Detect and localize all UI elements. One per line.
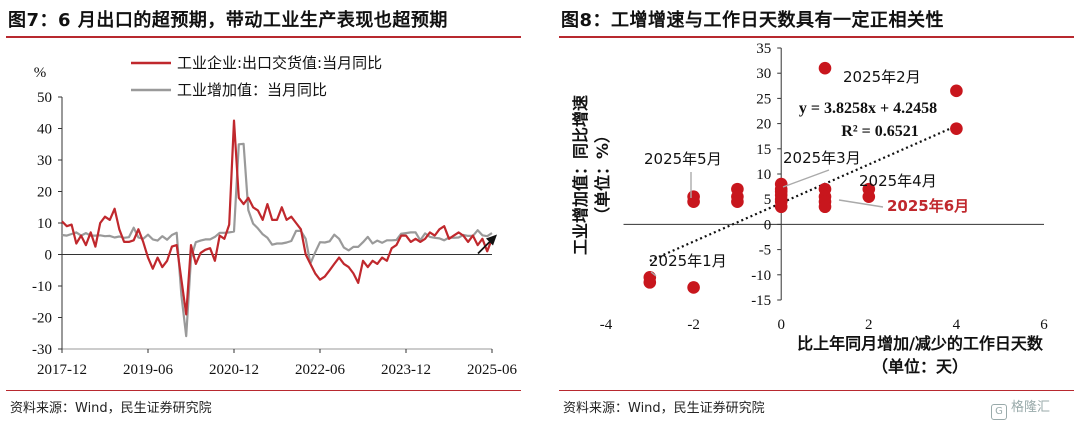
y-tick-label: -15 [751, 293, 771, 309]
right-title-rule [559, 36, 1074, 38]
y-tick-label: 25 [756, 91, 771, 107]
legend-item-export-delivery: 工业企业:出口交货值:当月同比 [131, 54, 382, 72]
x-tick-label: 0 [777, 317, 785, 333]
legend-label: 工业增加值：当月同比 [177, 81, 327, 99]
point-annotation: 2025年6月 [887, 197, 969, 215]
y-tick-label: 35 [756, 41, 771, 57]
y-axis-unit: （单位：%） [593, 127, 612, 223]
y-axis-title: 工业增加值：同比增速 [571, 95, 590, 255]
scatter-point [774, 200, 788, 214]
watermark-text: 格隆汇 [1011, 400, 1051, 415]
scatter-point [643, 276, 657, 289]
x-axis-unit: （单位：天） [872, 357, 968, 376]
y-tick-label: 0 [764, 217, 772, 233]
x-tick-label: 2020-12 [209, 362, 259, 378]
legend-label: 工业企业:出口交货值:当月同比 [177, 54, 382, 72]
point-annotation: 2025年4月 [859, 172, 937, 190]
x-tick-label: -2 [687, 317, 700, 333]
y-tick-label: 30 [37, 153, 52, 169]
y-tick-label: 5 [764, 192, 772, 208]
y-tick-label: 40 [37, 122, 52, 138]
scatter-point [950, 84, 963, 98]
x-tick-label: 2023-12 [381, 362, 431, 378]
left-title-rule [6, 36, 521, 38]
regression-equation: y = 3.8258x + 4.2458 [799, 100, 937, 117]
scatter-point [862, 190, 876, 203]
y-tick-label: -10 [751, 268, 771, 284]
y-tick-label: 0 [45, 248, 53, 264]
series-line-industrial-value-added [61, 142, 493, 338]
right-source-rule [559, 390, 1074, 391]
right-source-note: 资料来源：Wind，民生证券研究院 [563, 401, 765, 416]
x-tick-label: 2019-06 [123, 362, 173, 378]
y-tick-label: -10 [32, 279, 52, 295]
x-tick-label: -4 [600, 317, 613, 333]
y-tick-label: 20 [37, 185, 52, 201]
y-tick-label: 15 [756, 142, 771, 158]
y-tick-label: 50 [37, 90, 52, 106]
scatter-point [731, 195, 744, 209]
scatter-point [818, 61, 832, 75]
scatter-point [950, 122, 963, 135]
y-tick-label: -5 [759, 243, 772, 259]
y-tick-label: 30 [756, 66, 771, 82]
arrow-head-icon [486, 234, 497, 246]
point-annotation: 2025年5月 [644, 150, 722, 168]
right-chart-panel: 图8：工增增速与工作日天数具有一定正相关性 -15 -10 -5 0 5 10 15 20 25… [553, 0, 1080, 423]
x-axis-title: 比上年同月增加/减少的工作日天数 [797, 334, 1044, 353]
scatter-point [687, 195, 700, 209]
y-tick-label: -30 [32, 342, 52, 358]
annotation-leader [838, 199, 884, 208]
series-line-export-delivery [61, 119, 494, 316]
x-tick-label: 4 [953, 317, 961, 333]
r-squared-label: R² = 0.6521 [841, 123, 918, 140]
left-source-note: 资料来源：Wind，民生证券研究院 [10, 401, 212, 416]
annotation-leader [782, 169, 830, 188]
scatter-point [818, 200, 832, 214]
scatter-point [687, 281, 700, 294]
point-annotation: 2025年1月 [649, 252, 727, 270]
y-tick-label: 20 [756, 117, 771, 133]
y-tick-label: 10 [756, 167, 771, 183]
watermark: G 格隆汇 [991, 396, 1050, 420]
x-tick-label: 2025-06 [467, 362, 517, 378]
legend-item-industrial-value-added: 工业增加值：当月同比 [131, 81, 327, 99]
x-tick-label: 2022-06 [295, 362, 345, 378]
x-tick-label: 6 [1040, 317, 1048, 333]
left-source-rule [6, 390, 521, 391]
right-figure-title: 图8：工增增速与工作日天数具有一定正相关性 [561, 10, 945, 31]
y-tick-label: -20 [32, 311, 52, 327]
left-figure-title: 图7：6 月出口的超预期，带动工业生产表现也超预期 [8, 10, 448, 31]
left-chart-panel: 图7：6 月出口的超预期，带动工业生产表现也超预期 -30 -20 -10 0 10 20… [0, 0, 527, 423]
scatter-chart: -15 -10 -5 0 5 10 15 20 25 30 35 -4 -2 0 2 4 6比上年同月增加/减少… [571, 41, 1048, 376]
x-tick-label: 2017-12 [37, 362, 87, 378]
point-annotation: 2025年2月 [843, 68, 921, 86]
x-tick-label: 2 [865, 317, 873, 333]
point-annotation: 2025年3月 [783, 149, 861, 167]
y-axis-unit: % [34, 65, 47, 81]
annotation-leader [650, 271, 657, 277]
y-tick-label: 10 [37, 216, 52, 232]
line-chart: -30 -20 -10 0 10 20 30 40 50% 2017-12 2019-06 2020-… [32, 54, 517, 378]
trendline [649, 124, 957, 262]
watermark-logo-icon: G [991, 404, 1007, 420]
